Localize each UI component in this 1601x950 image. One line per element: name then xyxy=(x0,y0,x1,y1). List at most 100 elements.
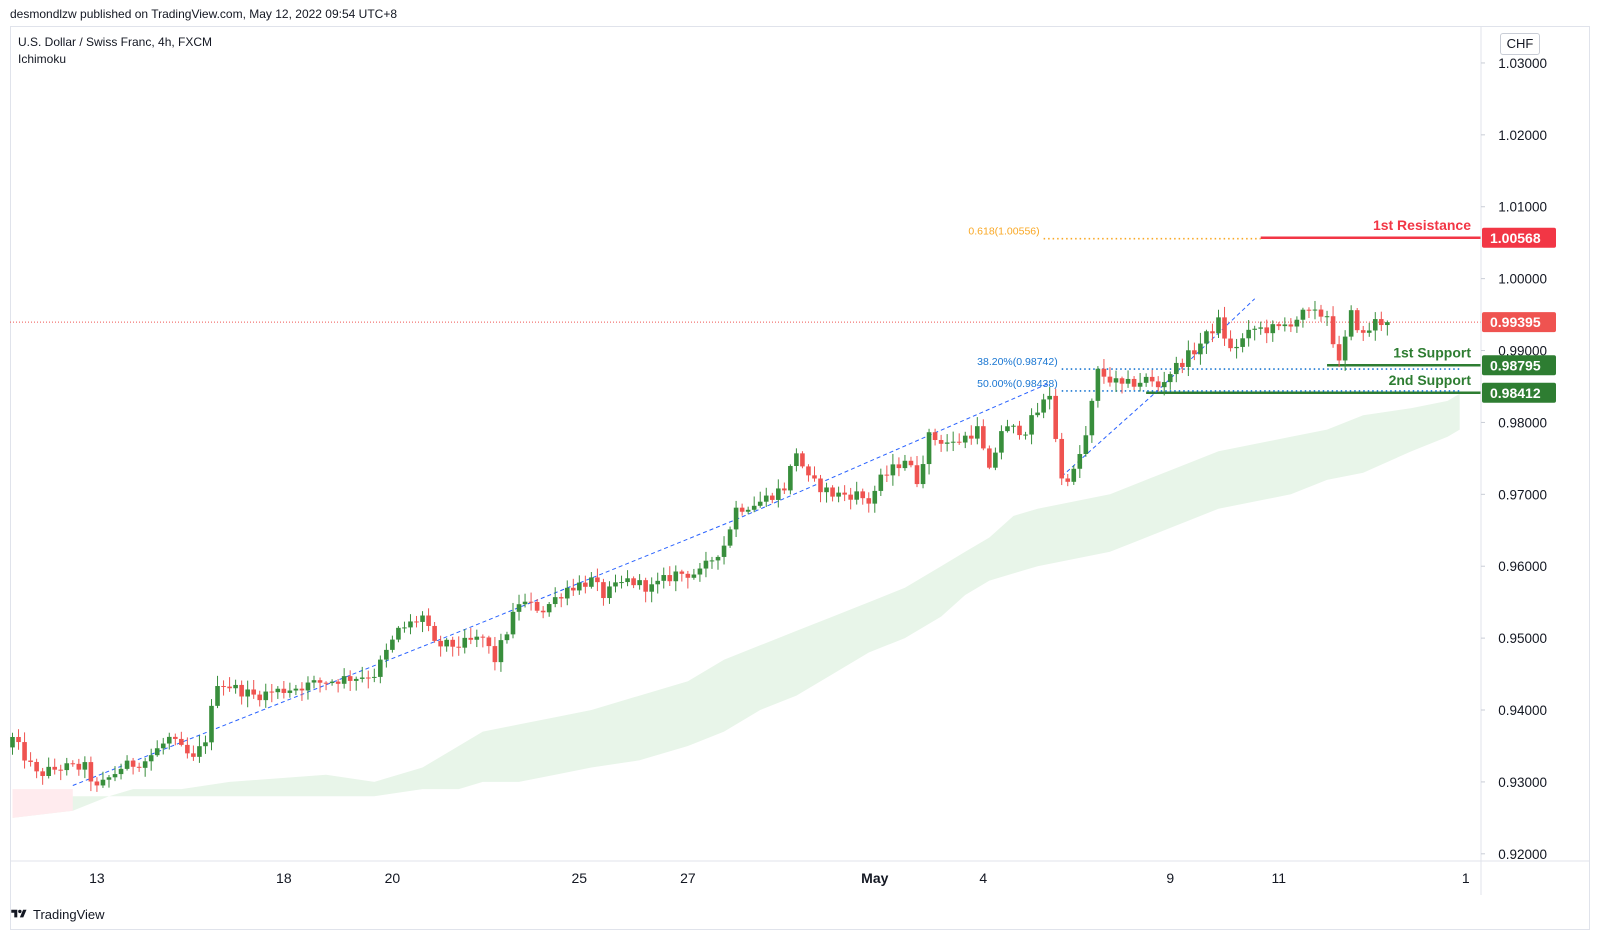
candle xyxy=(564,587,570,599)
candle xyxy=(432,625,437,641)
candle xyxy=(438,640,443,647)
candle xyxy=(1101,368,1107,377)
candle xyxy=(595,577,600,583)
candle xyxy=(878,474,884,491)
candle xyxy=(625,578,630,583)
candle xyxy=(130,760,136,767)
candle xyxy=(1005,426,1010,432)
candle xyxy=(788,466,793,491)
candle xyxy=(100,779,106,786)
candle xyxy=(197,746,202,757)
cloud-area xyxy=(12,393,1460,818)
currency-badge[interactable]: CHF xyxy=(1500,33,1540,55)
candle xyxy=(504,634,510,641)
candle xyxy=(733,507,739,530)
candle xyxy=(1119,378,1125,384)
y-tick-label: 0.96000 xyxy=(1498,559,1547,574)
candle xyxy=(456,646,462,648)
y-tick-label: 0.95000 xyxy=(1498,631,1547,646)
candle xyxy=(34,761,39,772)
candle xyxy=(715,556,721,561)
candle xyxy=(40,771,45,776)
candle xyxy=(233,684,238,689)
candle xyxy=(1167,374,1173,383)
candle xyxy=(305,682,311,691)
support-tag xyxy=(1482,355,1556,376)
candle xyxy=(486,637,492,647)
x-tick-label: 9 xyxy=(1166,870,1174,886)
candle xyxy=(76,763,82,770)
candle xyxy=(540,610,546,613)
candle xyxy=(52,766,58,770)
fib-label: 0.618(1.00556) xyxy=(968,226,1039,238)
candle xyxy=(365,677,371,679)
candle xyxy=(727,529,733,546)
candle xyxy=(209,705,214,743)
candle xyxy=(1234,346,1239,349)
candle xyxy=(1276,324,1282,327)
candle xyxy=(890,464,896,476)
candle xyxy=(88,762,94,782)
candle xyxy=(251,689,256,695)
candles xyxy=(10,300,1390,792)
candle xyxy=(739,507,745,512)
candle xyxy=(390,639,395,650)
y-tick-label: 0.97000 xyxy=(1498,487,1547,502)
axes: 1.03000 1.02000 1.01000 1.00000 0.99000 0.980… xyxy=(10,27,1590,895)
candle xyxy=(673,571,679,582)
candle xyxy=(154,748,160,756)
candle xyxy=(968,435,974,439)
x-tick-label: 13 xyxy=(89,870,105,886)
candle xyxy=(408,621,413,628)
candle xyxy=(124,760,130,769)
candle xyxy=(378,659,383,677)
candle xyxy=(1252,328,1257,330)
candle xyxy=(359,677,365,679)
candle xyxy=(1065,478,1071,482)
support-name: 2nd Support xyxy=(1389,372,1472,388)
candle xyxy=(1318,309,1324,317)
candle xyxy=(1348,310,1354,337)
candle xyxy=(1300,309,1306,320)
candle xyxy=(191,753,196,757)
candle xyxy=(769,495,775,500)
candle xyxy=(709,560,715,562)
candle xyxy=(993,452,998,468)
candle xyxy=(1282,324,1288,327)
candle xyxy=(685,573,691,578)
candle xyxy=(1330,316,1336,345)
candle xyxy=(166,736,172,744)
candle xyxy=(1011,425,1016,427)
candle xyxy=(534,601,540,611)
indicator-name[interactable]: Ichimoku xyxy=(18,52,67,66)
candle xyxy=(426,615,431,626)
candle xyxy=(655,580,661,585)
candle xyxy=(269,691,275,693)
candle xyxy=(64,763,70,771)
candle xyxy=(1222,317,1227,339)
fib-label: 38.20%(0.98742) xyxy=(977,356,1058,368)
candle xyxy=(1379,319,1384,326)
candle xyxy=(136,766,142,768)
candle xyxy=(372,676,377,678)
candle xyxy=(148,755,154,762)
symbol-title[interactable]: U.S. Dollar / Swiss Franc, 4h, FXCM xyxy=(18,35,213,49)
candle xyxy=(763,495,769,502)
candle xyxy=(987,448,992,468)
candle xyxy=(1240,338,1245,347)
candle xyxy=(661,575,667,581)
candle xyxy=(16,736,21,743)
footer-brand[interactable]: TradingView xyxy=(10,904,105,924)
candle xyxy=(516,604,522,612)
candle xyxy=(1173,362,1179,375)
candle xyxy=(552,597,558,605)
candle xyxy=(480,636,486,638)
candle xyxy=(619,582,624,584)
candle xyxy=(450,639,455,647)
candle xyxy=(631,578,636,586)
candle xyxy=(203,742,208,747)
candle xyxy=(142,761,148,768)
candle xyxy=(1324,316,1330,318)
candle xyxy=(82,762,88,770)
